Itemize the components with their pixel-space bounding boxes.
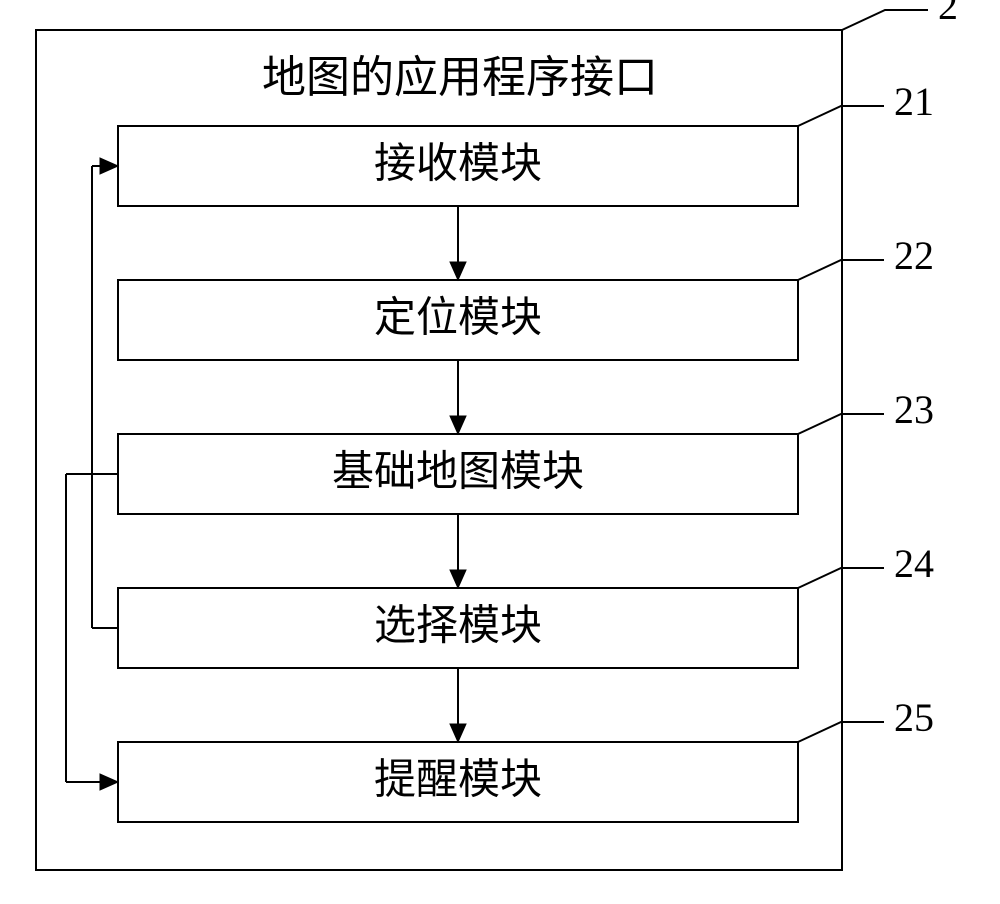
diagram-title: 地图的应用程序接口 — [262, 53, 658, 102]
module-label-select: 选择模块 — [374, 604, 542, 650]
module-label-basemap: 基础地图模块 — [332, 450, 584, 496]
callout-label-outer: 2 — [938, 0, 958, 28]
callout-label-locate: 22 — [894, 233, 934, 278]
callout-label-remind: 25 — [894, 695, 934, 740]
callout-label-receive: 21 — [894, 79, 934, 124]
module-label-locate: 定位模块 — [374, 295, 542, 342]
callout-label-basemap: 23 — [894, 387, 934, 432]
callout-label-select: 24 — [894, 541, 934, 586]
module-label-remind: 提醒模块 — [374, 758, 542, 804]
module-label-receive: 接收模块 — [374, 142, 542, 188]
